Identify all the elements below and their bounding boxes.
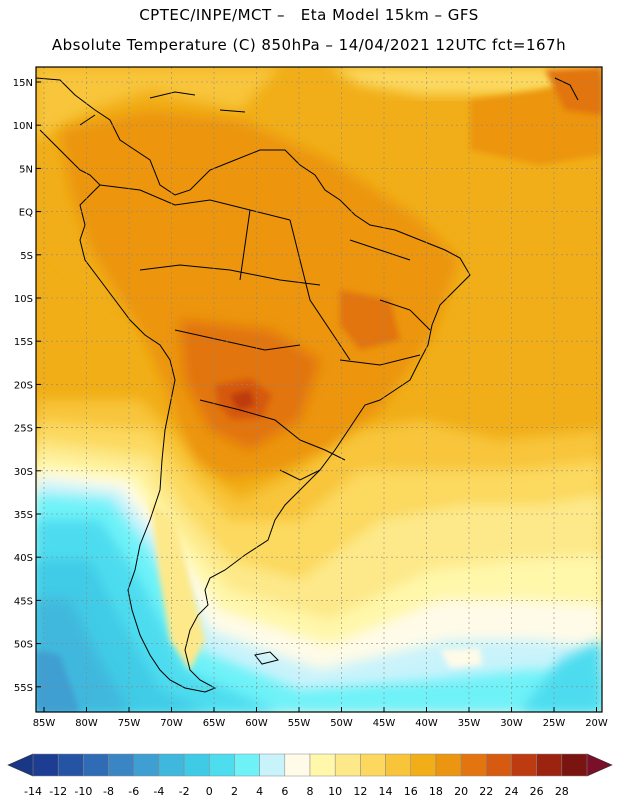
lat-label: 20S <box>14 380 33 391</box>
colorbar-low-arrow <box>7 753 34 777</box>
colorbar-label: 2 <box>231 785 238 798</box>
lat-label: 10S <box>14 294 33 305</box>
lat-label: 5S <box>20 251 33 262</box>
colorbar-swatch <box>259 753 286 777</box>
colorbar-label: 12 <box>353 785 367 798</box>
colorbar-label: -14 <box>24 785 42 798</box>
colorbar-swatch <box>360 753 386 777</box>
chart-title-line-2: Absolute Temperature (C) 850hPa – 14/04/… <box>51 36 567 54</box>
colorbar-swatch <box>309 753 336 777</box>
colorbar-swatch <box>511 753 537 777</box>
lat-label: 10N <box>13 121 33 132</box>
lat-label: 15N <box>13 78 33 89</box>
lon-label: 60W <box>245 718 268 729</box>
lat-label: 55S <box>14 683 33 694</box>
colorbar-swatch <box>334 753 361 777</box>
longitude-labels: 85W 80W 75W 70W 65W 60W 55W 50W 45W 40W 35W 30W 25W 2… <box>33 707 608 729</box>
colorbar-swatch <box>536 753 563 777</box>
colorbar-label: -6 <box>128 785 139 798</box>
colorbar-label: 10 <box>328 785 342 798</box>
colorbar-swatch <box>410 753 437 777</box>
colorbar-label: -12 <box>49 785 67 798</box>
colorbar-label: 8 <box>307 785 314 798</box>
colorbar-label: -10 <box>74 785 92 798</box>
colorbar-swatch <box>158 753 185 777</box>
lat-label: 35S <box>14 510 33 521</box>
colorbar-swatch <box>460 753 487 777</box>
lat-label: 30S <box>14 467 33 478</box>
lat-label: 45S <box>14 596 33 607</box>
colorbar-label: 6 <box>281 785 288 798</box>
lon-label: 75W <box>118 718 141 729</box>
colorbar-label: 14 <box>379 785 393 798</box>
lon-label: 70W <box>160 718 183 729</box>
colorbar-label: 24 <box>504 785 518 798</box>
colorbar-swatch <box>385 753 411 777</box>
lat-label: 5N <box>19 164 33 175</box>
lon-label: 25W <box>543 718 566 729</box>
lat-label: EQ <box>19 208 33 219</box>
lon-label: 45W <box>373 718 396 729</box>
lat-label: 50S <box>14 640 33 651</box>
colorbar-swatch <box>183 753 210 777</box>
colorbar-label: -8 <box>103 785 114 798</box>
lat-label: 15S <box>14 337 33 348</box>
lon-label: 30W <box>500 718 523 729</box>
colorbar-label: 18 <box>429 785 443 798</box>
colorbar-swatch <box>284 753 311 777</box>
colorbar-swatch <box>486 753 512 777</box>
colorbar-label: 26 <box>530 785 544 798</box>
colorbar-label: 4 <box>256 785 263 798</box>
lon-label: 50W <box>330 718 353 729</box>
colorbar-label: 16 <box>404 785 418 798</box>
colorbar-high-arrow <box>586 753 613 777</box>
chart-title-line-1: CPTEC/INPE/MCT – Eta Model 15km – GFS <box>139 6 479 24</box>
colorbar-label: -4 <box>153 785 164 798</box>
colorbar-swatch <box>435 753 462 777</box>
latitude-labels: 15N 10N 5N EQ 5S 10S 15S 20S 25S 30S 35S 40S 45S 50S 5… <box>13 78 41 694</box>
map-frame <box>35 66 603 713</box>
colorbar-label: 20 <box>454 785 468 798</box>
colorbar-label: 0 <box>206 785 213 798</box>
colorbar-swatch <box>209 753 235 777</box>
lat-label: 25S <box>14 424 33 435</box>
colorbar-swatch <box>57 753 84 777</box>
lon-label: 35W <box>458 718 481 729</box>
lon-label: 85W <box>33 718 56 729</box>
colorbar-label: 28 <box>555 785 569 798</box>
colorbar-swatch <box>108 753 134 777</box>
lon-label: 40W <box>415 718 438 729</box>
temperature-field <box>36 67 602 712</box>
colorbar-swatch <box>83 753 109 777</box>
colorbar: -14 -12 -10 -8 -6 -4 -2 0 2 4 6 8 10 12 14 16 18 20 22 24 26… <box>7 753 613 798</box>
lon-label: 80W <box>75 718 98 729</box>
coastlines <box>36 77 579 693</box>
lon-label: 55W <box>288 718 311 729</box>
lat-label: 40S <box>14 553 33 564</box>
colorbar-label: 22 <box>479 785 493 798</box>
colorbar-swatch <box>32 753 59 777</box>
colorbar-label: -2 <box>179 785 190 798</box>
lon-label: 65W <box>203 718 226 729</box>
colorbar-swatch <box>561 753 588 777</box>
lon-label: 20W <box>585 718 608 729</box>
gridlines <box>36 67 602 712</box>
colorbar-swatch <box>234 753 260 777</box>
colorbar-swatch <box>133 753 160 777</box>
